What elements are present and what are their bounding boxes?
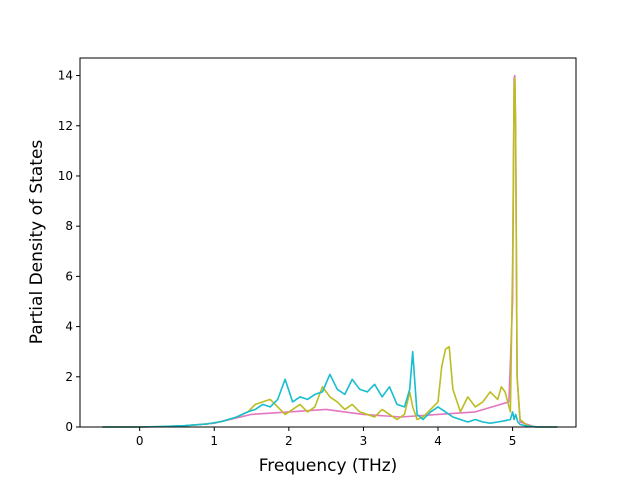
plot-area-background xyxy=(80,58,576,427)
y-tick-label: 2 xyxy=(65,370,73,384)
y-axis-label: Partial Density of States xyxy=(27,140,47,345)
series-layer xyxy=(102,74,558,428)
y-tick-label: 14 xyxy=(58,69,73,83)
x-axis-label: Frequency (THz) xyxy=(259,456,398,476)
y-tick-label: 8 xyxy=(65,219,73,233)
x-tick-label: 1 xyxy=(210,434,218,448)
series-line-2 xyxy=(102,77,558,428)
plot-frame xyxy=(79,57,577,428)
series-line-3 xyxy=(102,350,558,428)
y-tick-label: 4 xyxy=(65,320,73,334)
x-tick-label: 4 xyxy=(434,434,442,448)
x-tick-label: 0 xyxy=(136,434,144,448)
y-axis: 0 2 4 6 8 10 12 14 xyxy=(58,69,80,434)
y-tick-label: 0 xyxy=(65,420,73,434)
y-tick-label: 10 xyxy=(58,169,73,183)
y-tick-label: 12 xyxy=(58,119,73,133)
x-tick-label: 5 xyxy=(509,434,517,448)
y-tick-label: 6 xyxy=(65,269,73,283)
x-tick-label: 3 xyxy=(360,434,368,448)
x-axis: 0 1 2 3 4 5 xyxy=(136,427,517,448)
x-tick-label: 2 xyxy=(285,434,293,448)
